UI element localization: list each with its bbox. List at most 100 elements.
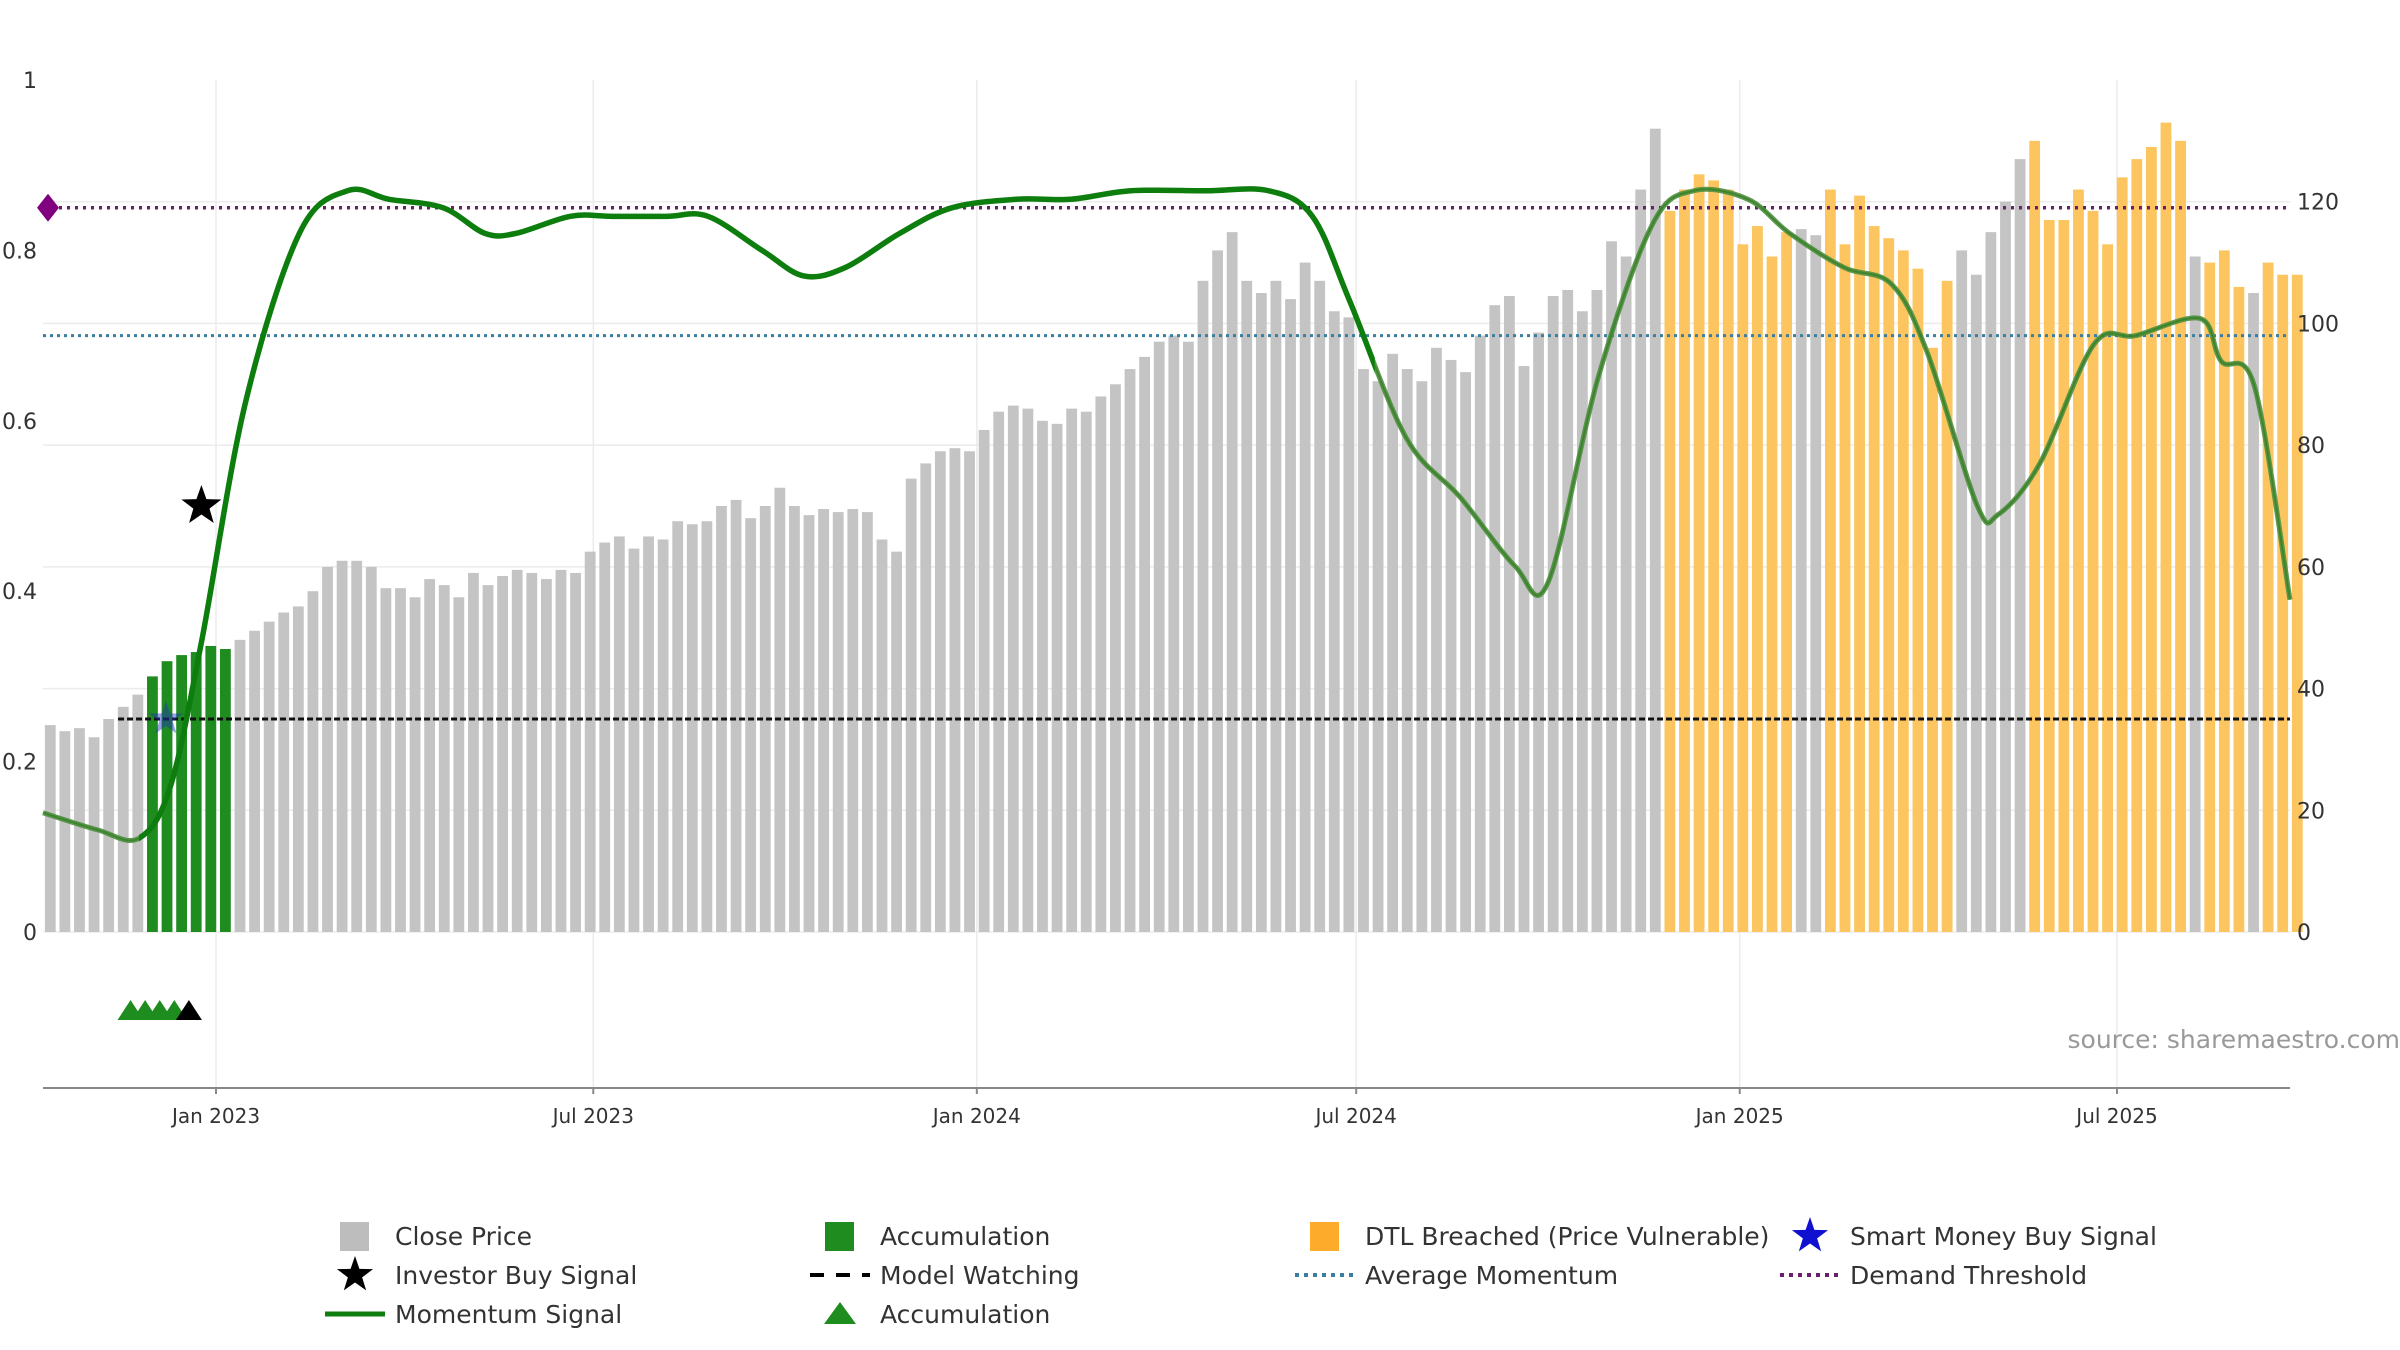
accumulation-bar — [190, 652, 202, 932]
close-price-bar — [599, 542, 611, 932]
close-price-bar — [117, 706, 129, 932]
momentum-signal-solid — [138, 186, 1375, 842]
investor-buy-star — [181, 485, 222, 523]
close-price-bar — [613, 536, 625, 932]
signal-markers — [117, 485, 222, 1020]
close-price-bars — [44, 122, 2303, 933]
close-price-bar — [934, 451, 946, 932]
close-price-bar — [278, 612, 290, 932]
dtl-breached-bar — [1766, 256, 1778, 932]
close-price-bar — [657, 539, 669, 932]
dtl-breached-bar — [1708, 180, 1720, 932]
dtl-breached-bar — [2204, 262, 2216, 933]
close-price-bar — [818, 509, 830, 932]
close-price-bar — [1314, 280, 1326, 932]
dtl-breached-bar — [2058, 219, 2070, 932]
close-price-bar — [2000, 201, 2011, 932]
close-price-bar — [234, 639, 246, 932]
close-price-bar — [1445, 359, 1457, 932]
close-price-bar — [2189, 256, 2201, 932]
close-price-bar — [1518, 366, 1530, 932]
close-price-bar — [1285, 299, 1296, 933]
close-price-bar — [263, 621, 275, 932]
close-price-bar — [1431, 347, 1442, 932]
close-price-bar — [555, 569, 567, 932]
legend-item: Close Price — [340, 1222, 532, 1251]
close-price-bar — [964, 451, 975, 932]
close-price-bar — [628, 548, 640, 932]
close-price-bar — [482, 585, 494, 932]
dtl-breached-bar — [2262, 262, 2274, 933]
close-price-bar — [1226, 232, 1238, 933]
close-price-bar — [1007, 405, 1019, 933]
left-axis-label: 0.6 — [2, 410, 37, 435]
legend-item: Demand Threshold — [1780, 1261, 2087, 1290]
accumulation-bar — [219, 649, 231, 932]
dtl-breached-bar — [2160, 122, 2172, 933]
close-price-bar — [1635, 189, 1647, 933]
left-axis-label: 0.2 — [2, 751, 37, 776]
right-axis-label: 80 — [2297, 434, 2325, 459]
close-price-bar — [1270, 280, 1282, 932]
close-price-bar — [103, 719, 115, 932]
close-price-bar — [1956, 250, 1968, 932]
close-price-bar — [1168, 335, 1180, 933]
x-axis-labels: Jan 2023 Jul 2023 Jan 2024 Jul 2024 Jan 2025… — [170, 1104, 2158, 1128]
close-price-bar — [88, 737, 100, 932]
momentum-signal-faded — [42, 186, 2293, 844]
legend-label: Model Watching — [880, 1261, 1080, 1290]
close-price-bar — [1416, 381, 1428, 932]
close-price-bar — [978, 429, 990, 932]
accumulation-triangle-black — [175, 1000, 202, 1020]
close-price-bar — [891, 551, 902, 932]
close-price-bar — [1401, 369, 1413, 933]
close-price-bar — [832, 512, 844, 932]
dtl-breached-bar — [2145, 146, 2157, 932]
x-axis-label: Jan 2023 — [170, 1104, 260, 1128]
close-price-bar — [803, 515, 815, 932]
legend-swatch — [340, 1222, 369, 1251]
legend-label: DTL Breached (Price Vulnerable) — [1365, 1222, 1769, 1251]
close-price-bar — [1460, 372, 1472, 933]
close-price-bar — [1299, 262, 1311, 933]
dtl-breached-bar — [1941, 280, 1953, 932]
close-price-bar — [322, 566, 333, 932]
close-price-bar — [468, 572, 479, 932]
close-price-bar — [249, 630, 260, 932]
right-axis-label: 120 — [2297, 191, 2339, 216]
dtl-breached-bar — [1839, 244, 1851, 933]
close-price-bar — [307, 591, 319, 932]
close-price-bar — [453, 597, 465, 932]
close-price-bar — [44, 725, 56, 932]
right-axis-label: 60 — [2297, 556, 2325, 581]
accumulation-bar — [176, 655, 188, 932]
legend-label: Average Momentum — [1365, 1261, 1618, 1290]
close-price-bar — [1795, 229, 1807, 933]
axes — [43, 1087, 2290, 1094]
dtl-breached-bar — [2131, 159, 2143, 933]
dtl-breached-bar — [2233, 286, 2245, 932]
close-price-bar — [672, 521, 684, 932]
legend-item: Momentum Signal — [325, 1300, 622, 1329]
legend-label: Investor Buy Signal — [395, 1261, 637, 1290]
close-price-bar — [759, 506, 771, 932]
left-axis-label: 0.4 — [2, 580, 37, 605]
close-price-bar — [643, 536, 654, 932]
close-price-bar — [351, 560, 363, 932]
right-axis-label: 40 — [2297, 678, 2325, 703]
close-price-bar — [1241, 280, 1253, 932]
legend-label: Momentum Signal — [395, 1300, 622, 1329]
right-axis-labels: 0 20 40 60 80 100 120 — [2297, 191, 2339, 946]
close-price-bar — [1212, 250, 1223, 932]
dtl-breached-bar — [2073, 189, 2084, 933]
left-axis-label: 1 — [23, 69, 37, 94]
left-axis-labels: 0 0.2 0.4 0.6 0.8 1 — [2, 69, 37, 946]
close-price-bar — [1649, 128, 1661, 932]
dtl-breached-bar — [1737, 244, 1749, 933]
demand-threshold-marker — [37, 193, 59, 222]
dtl-breached-bar — [2043, 219, 2055, 932]
dtl-breached-bar — [2116, 177, 2128, 932]
close-price-bar — [540, 579, 552, 932]
close-price-bar — [1095, 396, 1107, 932]
dtl-breached-bar — [1854, 195, 1865, 933]
